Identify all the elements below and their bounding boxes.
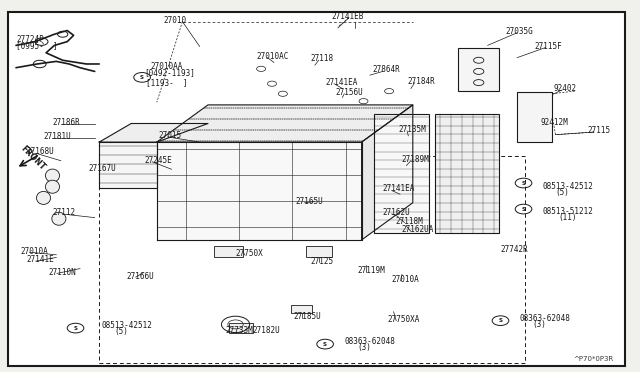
Text: 27010A: 27010A [20,247,48,256]
Text: 08363-62048: 08363-62048 [344,337,395,346]
Text: (3): (3) [532,320,547,329]
Text: 27010AC: 27010AC [256,52,289,61]
Text: 27118: 27118 [310,54,333,63]
Bar [458,48,499,91]
Bar [435,114,499,232]
Text: 27184R: 27184R [407,77,435,86]
Text: 27162U: 27162U [383,208,410,217]
Text: 27115: 27115 [588,126,611,135]
Text: S: S [522,180,525,186]
Text: 27010A: 27010A [392,275,419,284]
Polygon shape [99,124,208,142]
Text: S: S [140,75,144,80]
Polygon shape [157,105,413,142]
Text: 27162UA: 27162UA [402,225,435,234]
Ellipse shape [45,180,60,193]
Text: 27165U: 27165U [296,197,323,206]
Text: 27156U: 27156U [335,88,363,97]
Text: 27118M: 27118M [396,217,423,226]
Text: 27141EA: 27141EA [383,185,415,193]
Text: 27112: 27112 [52,208,76,217]
Text: ^P70*0P3R: ^P70*0P3R [573,356,613,362]
Text: 27245E: 27245E [144,156,172,165]
Text: 27166U: 27166U [127,272,154,280]
Text: 27724P: 27724P [16,35,44,44]
Ellipse shape [36,191,51,204]
Text: 08513-42512: 08513-42512 [543,182,593,191]
Text: (11): (11) [558,213,577,222]
Text: 27141EB: 27141EB [332,12,364,21]
Text: 27035G: 27035G [506,27,533,36]
Text: S: S [499,318,502,323]
Text: 92412M: 92412M [541,118,568,126]
Text: 27141EA: 27141EA [325,78,358,87]
Text: 27168U: 27168U [27,147,54,156]
Ellipse shape [52,212,66,225]
Polygon shape [157,142,362,240]
Ellipse shape [45,169,60,182]
Bar [99,156,525,363]
Text: 27110N: 27110N [48,268,76,277]
Text: S: S [74,326,77,331]
Text: (3): (3) [357,343,371,352]
Text: (5): (5) [556,188,570,197]
Text: S: S [522,206,525,212]
Text: [1193-  ]: [1193- ] [146,78,188,87]
Text: 08513-51212: 08513-51212 [543,207,593,216]
Text: 92402: 92402 [554,84,577,93]
Text: 27742R: 27742R [500,246,528,254]
Text: 27750XA: 27750XA [387,315,420,324]
Text: FRONT: FRONT [19,144,47,172]
Text: 27141E: 27141E [27,255,54,264]
Text: [0995-  ]: [0995- ] [16,41,58,50]
Polygon shape [99,142,157,188]
Text: 27010: 27010 [163,16,186,25]
Text: S: S [323,341,327,347]
Text: 27135M: 27135M [398,125,426,134]
Text: 27167U: 27167U [88,164,116,173]
Bar [291,305,312,313]
Text: 27119M: 27119M [357,266,385,275]
Bar [517,92,552,142]
Bar [374,114,429,232]
Text: 27186R: 27186R [52,118,80,126]
Text: 27185U: 27185U [293,312,321,321]
Bar [229,323,253,333]
Text: 27115F: 27115F [534,42,562,51]
Polygon shape [362,105,413,240]
Text: 27015: 27015 [159,131,182,140]
Text: 27733M: 27733M [225,326,253,335]
Text: 27125: 27125 [310,257,333,266]
Text: 27189M: 27189M [402,155,429,164]
Bar [306,246,332,257]
Text: [0492-1193]: [0492-1193] [144,68,195,77]
Text: 27864R: 27864R [372,65,400,74]
Text: 27010AA: 27010AA [150,62,183,71]
Text: 27181U: 27181U [44,132,71,141]
Text: 27750X: 27750X [236,249,263,258]
Bar [214,246,243,257]
Text: 08363-62048: 08363-62048 [520,314,570,323]
Text: 27182U: 27182U [253,326,280,335]
Text: 08513-42512: 08513-42512 [101,321,152,330]
Text: (5): (5) [114,327,128,336]
